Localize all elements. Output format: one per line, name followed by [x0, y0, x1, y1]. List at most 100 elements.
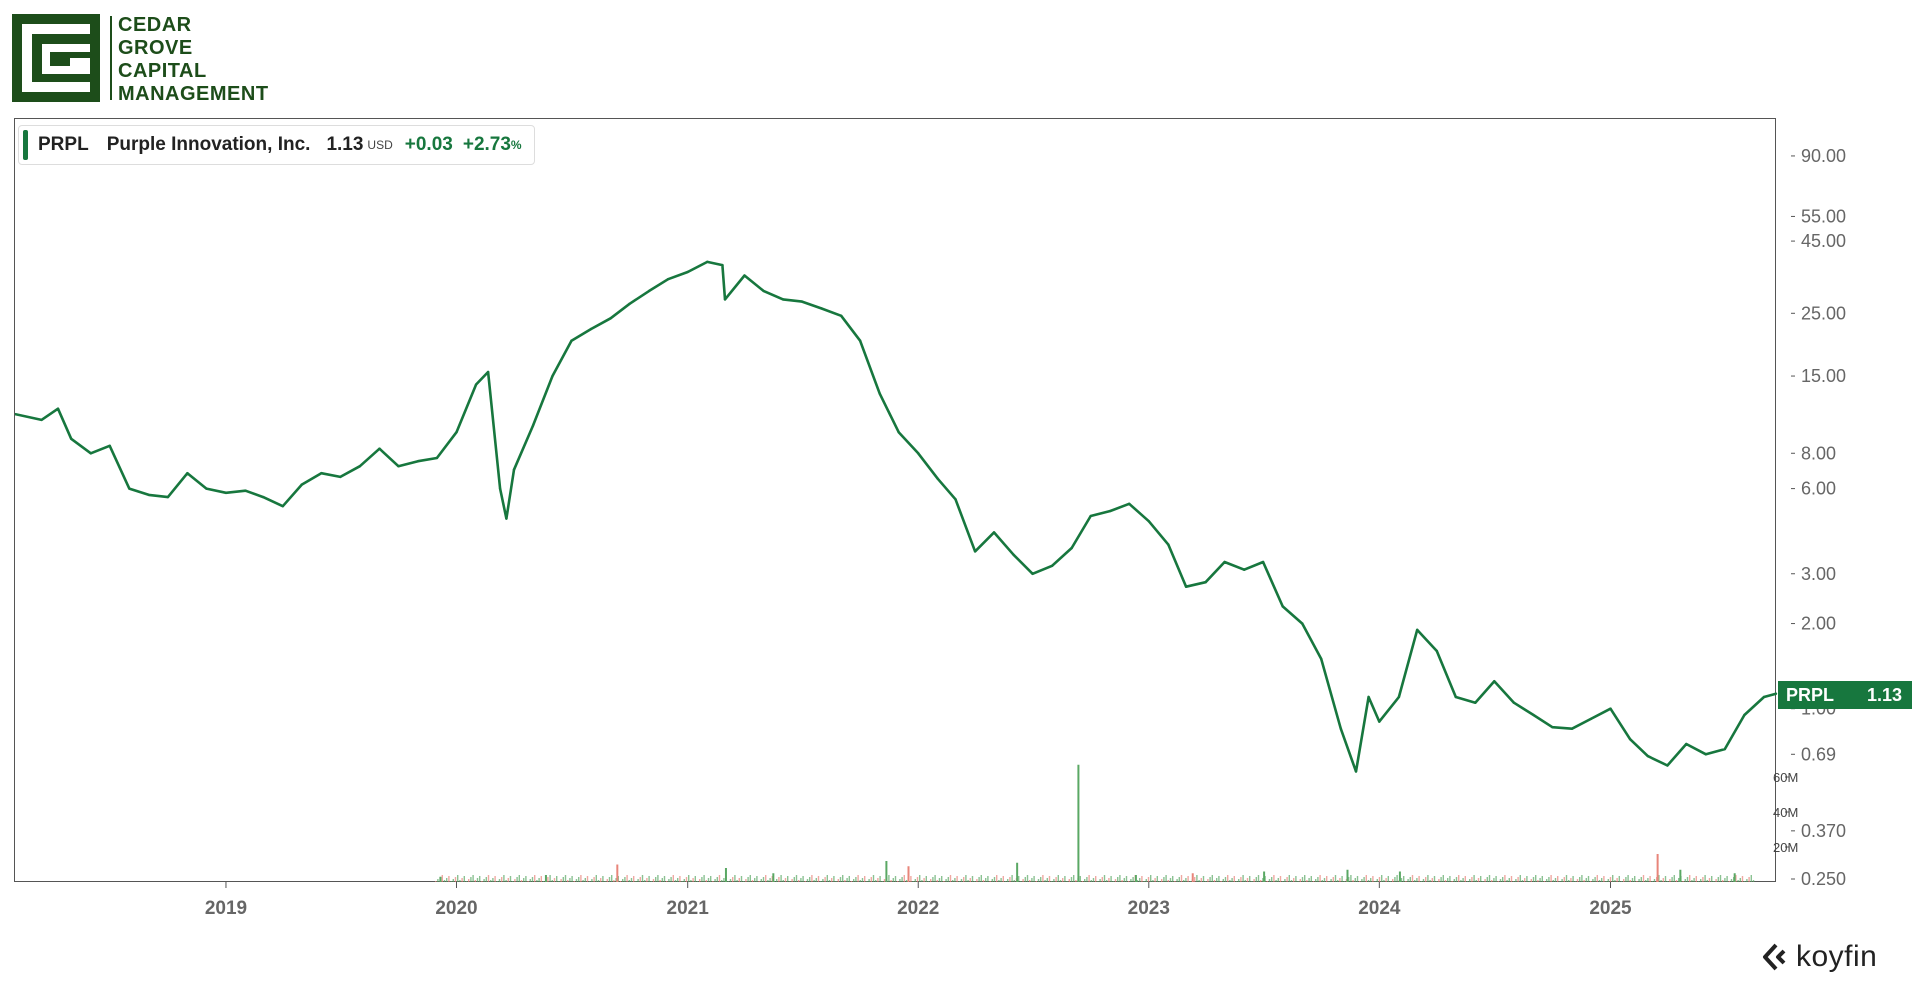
volume-bar	[736, 880, 738, 882]
logo-line: GROVE	[118, 37, 193, 59]
volume-bar	[1405, 881, 1407, 882]
volume-bar	[688, 875, 690, 882]
volume-bar	[509, 876, 512, 882]
volume-bar	[835, 881, 837, 882]
volume-bar	[1713, 881, 1715, 882]
volume-bar	[1312, 881, 1315, 882]
volume-tick-label: 60M	[1773, 770, 1798, 785]
x-tick-label: 2021	[667, 898, 710, 919]
volume-bar	[1095, 876, 1097, 882]
volume-bar	[1251, 881, 1253, 882]
volume-bar	[516, 877, 518, 882]
volume-bar	[674, 880, 677, 882]
volume-bar	[1356, 876, 1359, 882]
volume-bar	[1110, 876, 1112, 882]
volume-bar	[899, 879, 901, 882]
volume-bar	[668, 879, 670, 882]
volume-bar	[1645, 880, 1647, 882]
price-point	[1435, 649, 1439, 653]
volume-bar	[1231, 878, 1233, 882]
volume-bar	[628, 880, 630, 882]
volume-bar	[802, 876, 804, 882]
volume-bar	[1526, 876, 1528, 882]
price-point	[1031, 572, 1034, 575]
price-point	[1774, 692, 1778, 695]
logo-line: CAPITAL	[118, 60, 207, 82]
volume-bar	[1227, 875, 1229, 882]
volume-bar	[1167, 880, 1169, 882]
volume-bar	[1348, 877, 1350, 882]
price-point	[551, 374, 554, 378]
volume-bar	[1079, 876, 1081, 882]
volume-bar	[1350, 875, 1352, 882]
volume-bar	[556, 876, 558, 882]
volume-bar	[595, 875, 597, 882]
volume-bar	[1438, 879, 1440, 882]
volume-bar	[705, 880, 707, 882]
price-chart[interactable]: 2019 2020 2021 2022 2023 2024 2025 90.00 55.00 45…	[15, 119, 1920, 999]
volume-bar	[1326, 876, 1328, 882]
volume-bar	[804, 881, 806, 882]
volume-bar	[1268, 879, 1271, 882]
price-point	[897, 430, 900, 434]
volume-bar	[905, 880, 908, 882]
volume-bar	[544, 875, 547, 882]
volume-bar	[514, 879, 516, 882]
volume-bar	[1664, 876, 1667, 882]
volume-bar	[771, 876, 773, 882]
volume-bar	[1346, 869, 1349, 882]
price-point	[1762, 695, 1766, 699]
price-point	[858, 339, 862, 342]
logo-divider	[110, 16, 112, 100]
volume-bar	[941, 876, 943, 882]
volume-bar	[857, 875, 859, 882]
volume-bar	[745, 879, 747, 882]
y-tick-label: 90.00	[1801, 146, 1846, 166]
volume-bar	[1068, 879, 1070, 882]
volume-bar	[747, 877, 749, 882]
chart-frame[interactable]: 2019 2020 2021 2022 2023 2024 2025 90.00 55.00 45…	[14, 118, 1846, 919]
volume-bar	[463, 876, 465, 882]
volume-bar	[551, 880, 553, 882]
volume-bar	[1211, 875, 1213, 882]
price-point	[1320, 657, 1323, 661]
volume-bar	[1066, 881, 1068, 882]
volume-bar	[1200, 878, 1202, 882]
volume-bar	[1376, 879, 1378, 882]
price-point	[628, 302, 631, 306]
volume-bar	[1244, 880, 1246, 882]
volume-bar	[1121, 880, 1123, 882]
volume-bar	[943, 881, 945, 882]
volume-bar	[824, 877, 826, 882]
volume-bar	[1480, 876, 1482, 882]
volume-bar	[1077, 764, 1080, 882]
volume-bar	[1016, 862, 1019, 882]
volume-bar	[1679, 869, 1682, 882]
volume-bar	[472, 875, 474, 882]
volume-bar	[593, 877, 595, 882]
volume-bar	[956, 876, 958, 882]
price-point	[128, 487, 131, 490]
x-tick-label: 2022	[897, 898, 939, 919]
volume-bar	[1183, 880, 1185, 882]
volume-bar	[1620, 881, 1623, 882]
volume-bar	[1209, 877, 1211, 882]
volume-bar	[575, 879, 578, 882]
volume-bar	[1299, 879, 1301, 882]
volume-bar	[1084, 879, 1086, 882]
volume-bar	[1519, 875, 1521, 882]
price-tag-ticker: PRPL	[1786, 684, 1835, 705]
price-point	[339, 475, 342, 479]
volume-bar	[712, 881, 714, 882]
price-point	[416, 459, 420, 463]
volume-bar	[1053, 879, 1055, 882]
y-tick-label: 15.00	[1801, 366, 1846, 386]
volume-bar	[932, 877, 934, 882]
volume-bar	[1224, 877, 1227, 882]
volume-bar	[459, 880, 461, 882]
volume-bar	[912, 881, 914, 882]
chart-legend[interactable]: PRPL Purple Innovation, Inc. 1.13 USD +0…	[18, 125, 535, 165]
volume-bar	[1660, 880, 1662, 882]
volume-bar	[1022, 879, 1024, 882]
volume-bar	[637, 879, 639, 882]
